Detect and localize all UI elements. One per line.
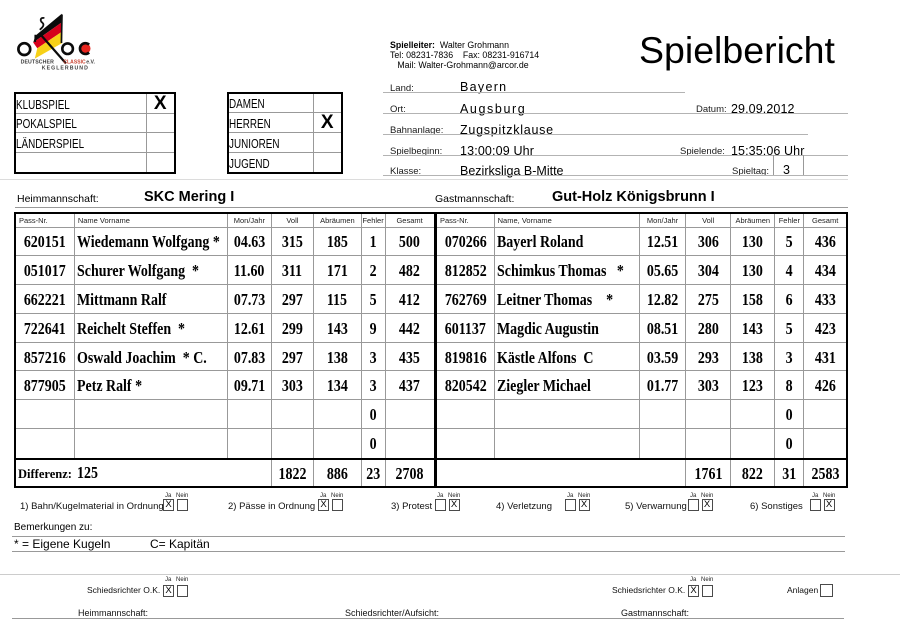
svg-text:CLASSIC: CLASSIC <box>63 59 86 65</box>
svg-text:e.V.: e.V. <box>86 59 95 65</box>
svg-text:KEGLERBUND: KEGLERBUND <box>42 65 89 71</box>
svg-text:DEUTSCHER: DEUTSCHER <box>21 59 54 65</box>
